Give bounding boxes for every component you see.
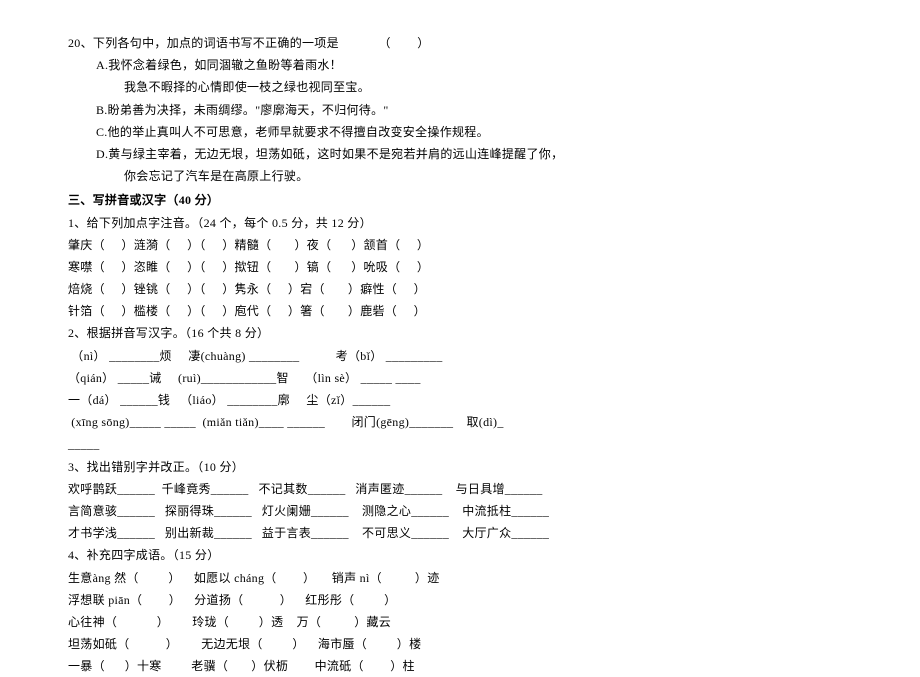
p4-r2: 浮想联 piān（ ） 分道扬（ ） 红彤彤（ ） — [68, 589, 852, 611]
p2-r5: _____ — [68, 433, 852, 455]
p2-r1: （nì） ________烦 凄(chuàng) ________ 考（bǐ） … — [68, 345, 852, 367]
p3-r3: 才书学浅______ 别出新裁______ 益于言表______ 不可思义___… — [68, 522, 852, 544]
p2-r3: 一（dá） ______钱 （liáo） ________廓 尘（zǐ）____… — [68, 389, 852, 411]
q20-opt-a1: A.我怀念着绿色，如同涸辙之鱼盼等着雨水！ — [68, 54, 852, 76]
q20-opt-a2: 我急不暇择的心情即使一枝之绿也视同至宝。 — [68, 76, 852, 98]
p4-r4: 坦荡如砥（ ） 无边无垠（ ） 海市蜃（ ）楼 — [68, 633, 852, 655]
p4-r1: 生意àng 然（ ） 如愿以 cháng（ ） 销声 nì（ ）迹 — [68, 567, 852, 589]
p3-r2: 言简意骇______ 探丽得珠______ 灯火阑姗______ 测隐之心___… — [68, 500, 852, 522]
section3-title: 三、写拼音或汉字（40 分） — [68, 189, 852, 211]
p4-r3: 心往神（ ） 玲珑（ ）透 万（ ）藏云 — [68, 611, 852, 633]
q20-opt-b: B.盼弟善为决择，未雨绸缪。"廖廓海天，不归何待。" — [68, 99, 852, 121]
p2-intro: 2、根据拼音写汉字。（16 个共 8 分） — [68, 322, 852, 344]
q20-blank: （ ） — [379, 36, 430, 50]
p4-r5: 一暴（ ）十寒 老骥（ ）伏枥 中流砥（ ）柱 — [68, 655, 852, 677]
p4-intro: 4、补充四字成语。（15 分） — [68, 544, 852, 566]
q20-stem: 20、下列各句中，加点的词语书写不正确的一项是 — [68, 36, 339, 50]
p1-r3: 焙烧（ ）锉铫（ ）（ ）隽永（ ）宕（ ）癖性（ ） — [68, 278, 852, 300]
p2-r2: （qián） _____诫 (ruì)____________智 （lìn sè… — [68, 367, 852, 389]
p1-r2: 寒噤（ ）恣睢（ ）（ ）揿钮（ ）镐（ ）吮吸（ ） — [68, 256, 852, 278]
p1-r1: 肇庆（ ）涟漪（ ）（ ）精髓（ ）夜（ ）颔首（ ） — [68, 234, 852, 256]
p1-r4: 针箔（ ）槛楼（ ）（ ）庖代（ ）箸（ ）鹿砦（ ） — [68, 300, 852, 322]
p3-intro: 3、找出错别字并改正。（10 分） — [68, 456, 852, 478]
q20-opt-d1: D.黄与绿主宰着，无边无垠，坦荡如砥，这时如果不是宛若并肩的远山连峰提醒了你， — [68, 143, 852, 165]
p2-r4: (xīng sōng)_____ _____ (miǎn tiǎn)____ _… — [68, 411, 852, 433]
p3-r1: 欢呼鹊跃______ 千峰竟秀______ 不记其数______ 消声匿迹___… — [68, 478, 852, 500]
q20-opt-d2: 你会忘记了汽车是在高原上行驶。 — [68, 165, 852, 187]
p1-intro: 1、给下列加点字注音。（24 个，每个 0.5 分，共 12 分） — [68, 212, 852, 234]
q20-opt-c: C.他的举止真叫人不可思意，老师早就要求不得擅自改变安全操作规程。 — [68, 121, 852, 143]
